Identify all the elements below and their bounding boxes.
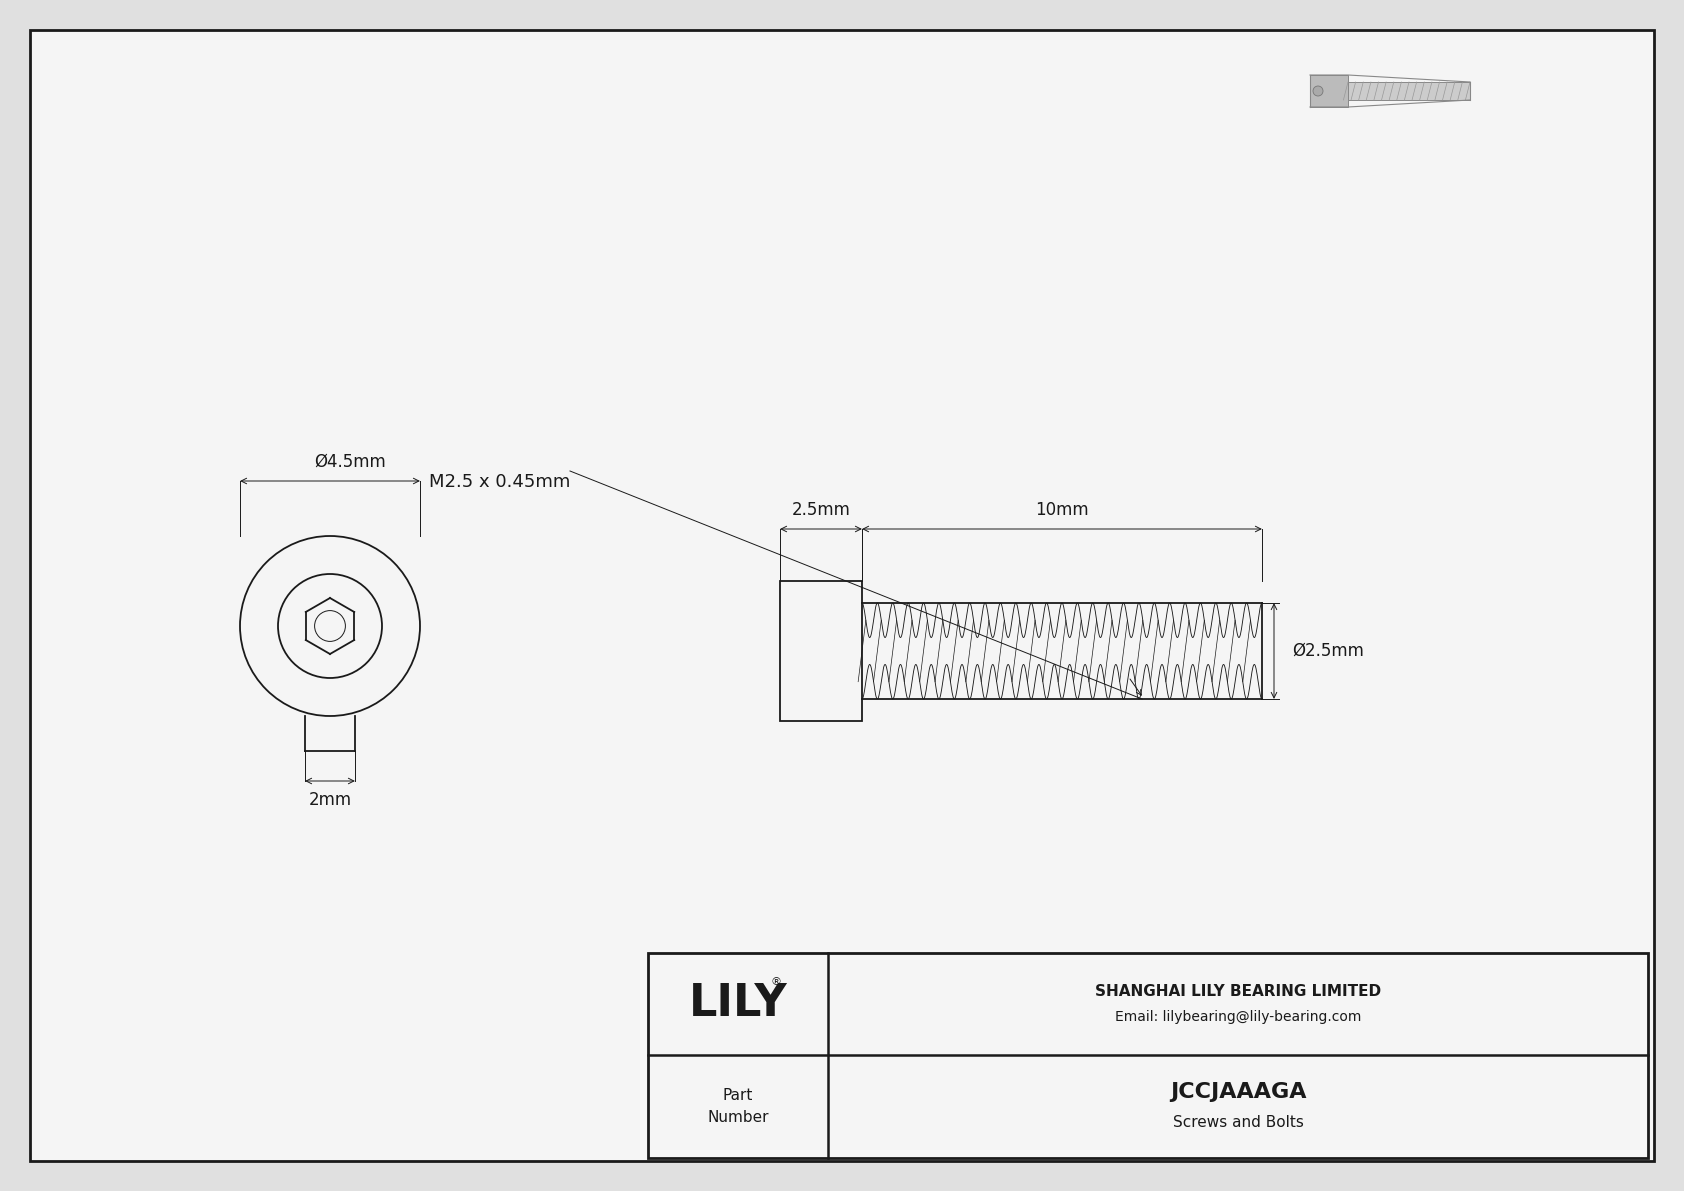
Text: Screws and Bolts: Screws and Bolts <box>1172 1115 1303 1130</box>
Text: SHANGHAI LILY BEARING LIMITED: SHANGHAI LILY BEARING LIMITED <box>1095 984 1381 998</box>
Text: Ø2.5mm: Ø2.5mm <box>1292 642 1364 660</box>
Text: M2.5 x 0.45mm: M2.5 x 0.45mm <box>429 473 569 491</box>
Bar <box>648 953 1649 1158</box>
Text: Ø4.5mm: Ø4.5mm <box>315 453 386 470</box>
Text: Part
Number: Part Number <box>707 1089 770 1124</box>
Text: ®: ® <box>771 977 781 987</box>
Bar <box>1310 75 1347 107</box>
Circle shape <box>1314 86 1324 96</box>
Bar <box>780 581 862 721</box>
Bar <box>1347 82 1470 100</box>
Text: 2mm: 2mm <box>308 791 352 809</box>
Text: Email: lilybearing@lily-bearing.com: Email: lilybearing@lily-bearing.com <box>1115 1010 1361 1024</box>
Text: JCCJAAAGA: JCCJAAAGA <box>1170 1081 1307 1102</box>
Text: 10mm: 10mm <box>1036 501 1090 519</box>
Text: LILY: LILY <box>689 983 788 1025</box>
Text: 2.5mm: 2.5mm <box>791 501 850 519</box>
